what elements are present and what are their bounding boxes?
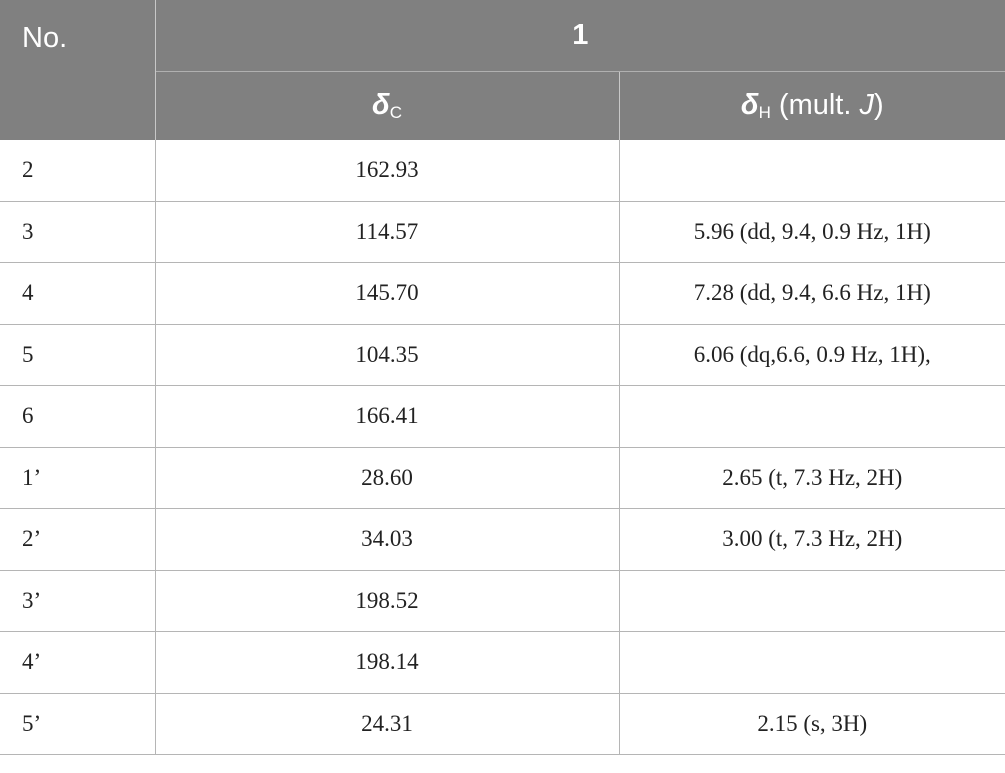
table-row: 4’ 198.14	[0, 631, 1005, 694]
cell-delta-c: 104.35	[155, 324, 620, 386]
cell-no: 4	[0, 262, 156, 325]
cell-no: 5’	[0, 693, 156, 755]
cell-delta-h: 6.06 (dq,6.6, 0.9 Hz, 1H),	[619, 324, 1005, 386]
table-row: 6 166.41	[0, 385, 1005, 448]
cell-delta-h: 7.28 (dd, 9.4, 6.6 Hz, 1H)	[619, 262, 1005, 325]
cell-no: 2’	[0, 508, 156, 571]
header-compound: 1	[155, 0, 1005, 72]
cell-delta-h	[619, 385, 1005, 448]
cell-delta-c: 162.93	[155, 140, 620, 202]
cell-delta-h: 3.00 (t, 7.3 Hz, 2H)	[619, 508, 1005, 571]
cell-no: 4’	[0, 631, 156, 694]
nmr-table: No. 1 δC δH (mult. J) 2 162.93 3 114.57 5.96…	[0, 0, 1005, 755]
cell-no: 5	[0, 324, 156, 386]
table-row: 3 114.57 5.96 (dd, 9.4, 0.9 Hz, 1H)	[0, 201, 1005, 263]
cell-delta-h: 5.96 (dd, 9.4, 0.9 Hz, 1H)	[619, 201, 1005, 263]
header-delta-c: δC	[155, 71, 620, 140]
header-delta-h: δH (mult. J)	[619, 71, 1005, 140]
table-row: 4 145.70 7.28 (dd, 9.4, 6.6 Hz, 1H)	[0, 262, 1005, 325]
cell-delta-h	[619, 631, 1005, 694]
header-no: No.	[0, 0, 156, 140]
cell-delta-h: 2.15 (s, 3H)	[619, 693, 1005, 755]
cell-delta-c: 114.57	[155, 201, 620, 263]
table-body: 2 162.93 3 114.57 5.96 (dd, 9.4, 0.9 Hz, 1H)…	[0, 140, 1005, 755]
cell-no: 2	[0, 140, 156, 202]
table-row: 2 162.93	[0, 140, 1005, 202]
suffix: )	[873, 89, 884, 121]
table-row: 5 104.35 6.06 (dq,6.6, 0.9 Hz, 1H),	[0, 324, 1005, 386]
cell-delta-c: 145.70	[155, 262, 620, 325]
cell-no: 3’	[0, 570, 156, 632]
symbol: δ	[740, 89, 759, 121]
cell-delta-c: 198.52	[155, 570, 620, 632]
cell-delta-h	[619, 140, 1005, 202]
table-row: 5’ 24.31 2.15 (s, 3H)	[0, 693, 1005, 755]
cell-delta-h	[619, 570, 1005, 632]
cell-delta-c: 28.60	[155, 447, 620, 509]
cell-no: 6	[0, 385, 156, 448]
cell-delta-h: 2.65 (t, 7.3 Hz, 2H)	[619, 447, 1005, 509]
cell-no: 3	[0, 201, 156, 263]
table-header: No. 1 δC δH (mult. J)	[0, 0, 1005, 140]
table-row: 3’ 198.52	[0, 570, 1005, 632]
cell-delta-c: 34.03	[155, 508, 620, 571]
cell-delta-c: 166.41	[155, 385, 620, 448]
cell-delta-c: 198.14	[155, 631, 620, 694]
subscript: C	[389, 103, 402, 122]
table-row: 1’ 28.60 2.65 (t, 7.3 Hz, 2H)	[0, 447, 1005, 509]
symbol: δ	[372, 89, 390, 121]
subscript: H	[758, 103, 771, 122]
suffix: (mult.	[778, 89, 860, 121]
suffix-italic: J	[859, 89, 874, 121]
cell-no: 1’	[0, 447, 156, 509]
table-row: 2’ 34.03 3.00 (t, 7.3 Hz, 2H)	[0, 508, 1005, 571]
cell-delta-c: 24.31	[155, 693, 620, 755]
